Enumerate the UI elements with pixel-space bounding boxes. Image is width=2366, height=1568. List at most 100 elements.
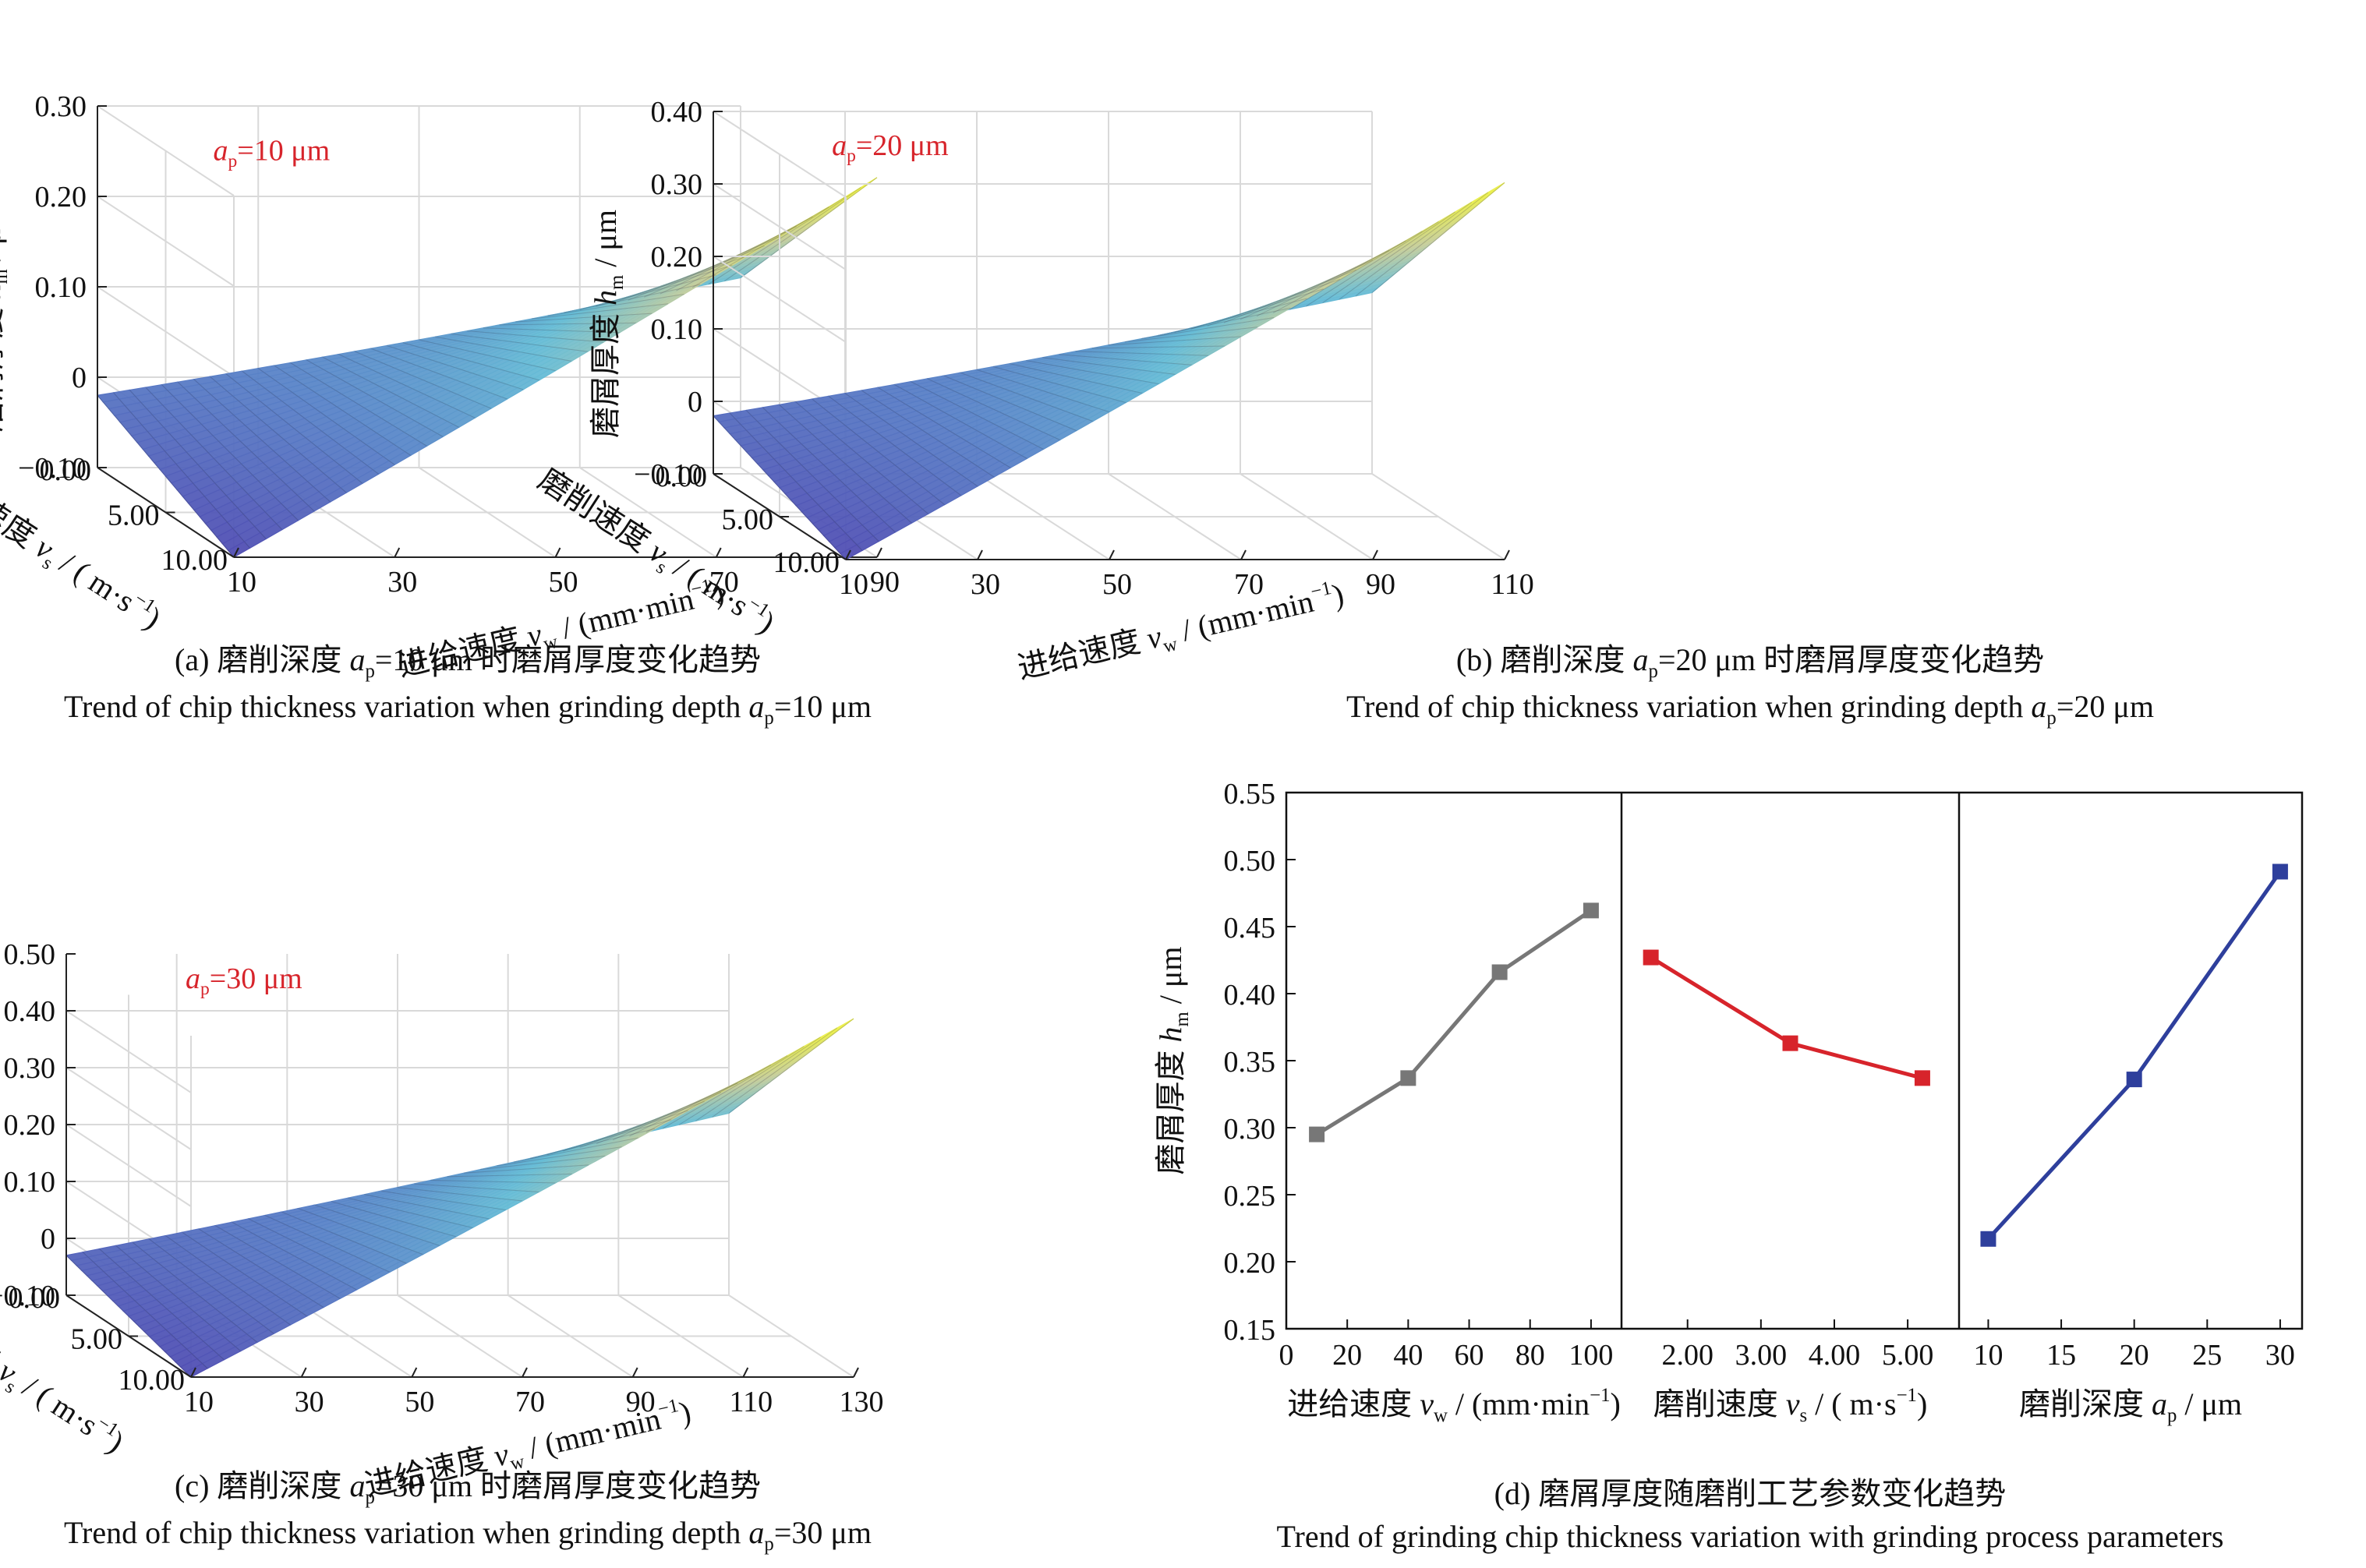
caption-en-b-post: =20 μm — [2057, 689, 2154, 724]
z-tick-label: 0.30 — [4, 1052, 56, 1085]
caption-cn-b-sub: p — [1649, 661, 1658, 682]
caption-cn-d-pre: (d) 磨屑厚度随磨削工艺参数变化趋势 — [1494, 1476, 2007, 1511]
x-tick-label: 20 — [1332, 1339, 1362, 1372]
y-tick-label: 0.25 — [1224, 1180, 1276, 1213]
caption-en-c-sym: a — [748, 1515, 764, 1550]
z-tick-label: 0.20 — [4, 1109, 56, 1142]
y-tick-label: 0.40 — [1224, 979, 1276, 1012]
x-tick — [1109, 549, 1115, 560]
annotation-eq: =30 μm — [210, 962, 302, 995]
caption-cn-b-pre: (b) 磨削深度 — [1456, 642, 1633, 677]
y-axis-label-text: 磨屑厚度 — [1153, 1042, 1188, 1174]
x-tick-label: 30 — [2265, 1339, 2295, 1372]
y-axis-label-unit: / ( m·s — [48, 541, 141, 619]
x-tick-label: 110 — [730, 1386, 773, 1418]
z-axis-label-text: 磨屑厚度 — [588, 305, 623, 438]
x-axis-label: 进给速度 vw / (mm·min−1) — [1014, 575, 1348, 690]
caption-en-d: Trend of grinding chip thickness variati… — [1277, 1519, 2224, 1554]
surface-mesh-line — [1289, 231, 1423, 310]
series-line-2 — [1986, 871, 2282, 1241]
y-axis-label-unit: / μm — [1153, 947, 1188, 1012]
x-tick-label: 25 — [2192, 1339, 2222, 1372]
z-tick-label: 0.10 — [35, 271, 87, 304]
x-axis-label-sup: −1 — [1590, 1385, 1610, 1406]
x-axis-label-close: ) — [1917, 1386, 1927, 1421]
y-tick-label: 10.00 — [161, 544, 228, 577]
caption-en-a-sym: a — [748, 689, 764, 724]
x-axis-label: 磨削速度 vs / ( m·s−1) — [1653, 1385, 1928, 1426]
y-tick-label: 0.30 — [1224, 1113, 1276, 1146]
y-axis-label: 磨屑厚度 hm / μm — [1153, 947, 1193, 1175]
z-tick-label: −0.10 — [18, 452, 87, 485]
surface-mesh-line — [740, 177, 878, 278]
y-axis-label-sub: m — [1172, 1012, 1193, 1026]
x-tick-label: 20 — [2120, 1339, 2149, 1372]
x-tick-label: 5.00 — [1882, 1339, 1934, 1372]
x-tick — [394, 547, 401, 558]
x-tick — [554, 547, 561, 558]
x-tick-label: 40 — [1393, 1339, 1423, 1372]
x-tick-label: 100 — [1568, 1339, 1613, 1372]
data-point — [1914, 1070, 1930, 1086]
y-tick-label: 5.00 — [71, 1323, 123, 1356]
x-tick — [631, 1367, 638, 1378]
x-tick-label: 50 — [549, 566, 578, 599]
surface-mesh-line — [1322, 211, 1455, 303]
x-axis-label-text: 进给速度 — [1287, 1386, 1420, 1421]
data-point — [2272, 863, 2288, 880]
z-axis-label-unit: / μm — [588, 210, 623, 275]
x-tick-label: 10 — [184, 1386, 214, 1418]
x-tick-label: 90 — [1366, 568, 1395, 601]
surface-mesh-line — [678, 1046, 805, 1125]
caption-en-a-pre: Trend of chip thickness variation when g… — [64, 689, 748, 724]
caption-cn-c-sym: a — [349, 1468, 365, 1503]
x-axis-label-unit: / ( m·s — [1807, 1386, 1896, 1421]
y-tick-label: 5.00 — [722, 503, 774, 536]
x-tick-label: 90 — [870, 566, 900, 599]
caption-en-b-sym: a — [2031, 689, 2046, 724]
x-tick-label: 50 — [405, 1386, 434, 1418]
data-point — [1400, 1070, 1416, 1086]
z-axis-label-sub: m — [607, 275, 628, 290]
caption-cn-b-post: =20 μm 时磨屑厚度变化趋势 — [1658, 642, 2044, 677]
surface-mesh-line — [728, 1018, 854, 1114]
x-tick-label: 30 — [387, 566, 417, 599]
annotation-eq: =10 μm — [237, 135, 330, 168]
data-point — [1643, 949, 1659, 966]
surface-mesh-line — [1371, 182, 1505, 293]
x-tick-label: 10 — [839, 568, 868, 601]
y-tick-label: 0.45 — [1224, 912, 1276, 945]
z-tick-label: 0.50 — [4, 938, 56, 971]
x-tick-label: 3.00 — [1735, 1339, 1788, 1372]
x-axis-label-sym: v — [1420, 1386, 1434, 1421]
data-point — [1583, 902, 1599, 919]
caption-cn-c-pre: (c) 磨削深度 — [175, 1468, 349, 1503]
surface — [65, 1018, 854, 1378]
z-axis-label: 磨屑厚度 hm / μm — [588, 210, 628, 438]
x-tick — [1504, 549, 1510, 560]
x-tick — [1372, 549, 1378, 560]
z-tick-label: −0.10 — [634, 458, 702, 491]
caption-cn-a-sym: a — [349, 642, 365, 677]
floor-grid-x — [418, 467, 557, 558]
z-axis-label-sym: h — [588, 290, 623, 305]
y-tick-label: 0.55 — [1224, 778, 1276, 810]
surface-mesh-line — [1355, 192, 1489, 297]
x-tick — [522, 1367, 528, 1378]
z-tick-label: 0 — [72, 362, 87, 394]
y-tick-label: 5.00 — [108, 500, 160, 532]
data-point — [1491, 964, 1508, 980]
x-axis-label-text: 磨削深度 — [2019, 1386, 2152, 1421]
surface-mesh-line — [712, 1027, 838, 1118]
x-axis-label-unit: / (mm·min — [1448, 1386, 1590, 1421]
z-axis-label-sub: m — [0, 269, 12, 284]
data-point — [1309, 1126, 1325, 1142]
y-tick-label: 0.20 — [1224, 1247, 1276, 1280]
z-axis-label-unit: / μm — [0, 204, 7, 270]
annotation-sub: p — [200, 979, 210, 999]
x-axis-label-sub: s — [1799, 1405, 1807, 1426]
x-axis-label-unit: / μm — [2177, 1386, 2242, 1421]
x-tick-label: 4.00 — [1809, 1339, 1861, 1372]
z-tick-label: 0.10 — [651, 313, 703, 346]
